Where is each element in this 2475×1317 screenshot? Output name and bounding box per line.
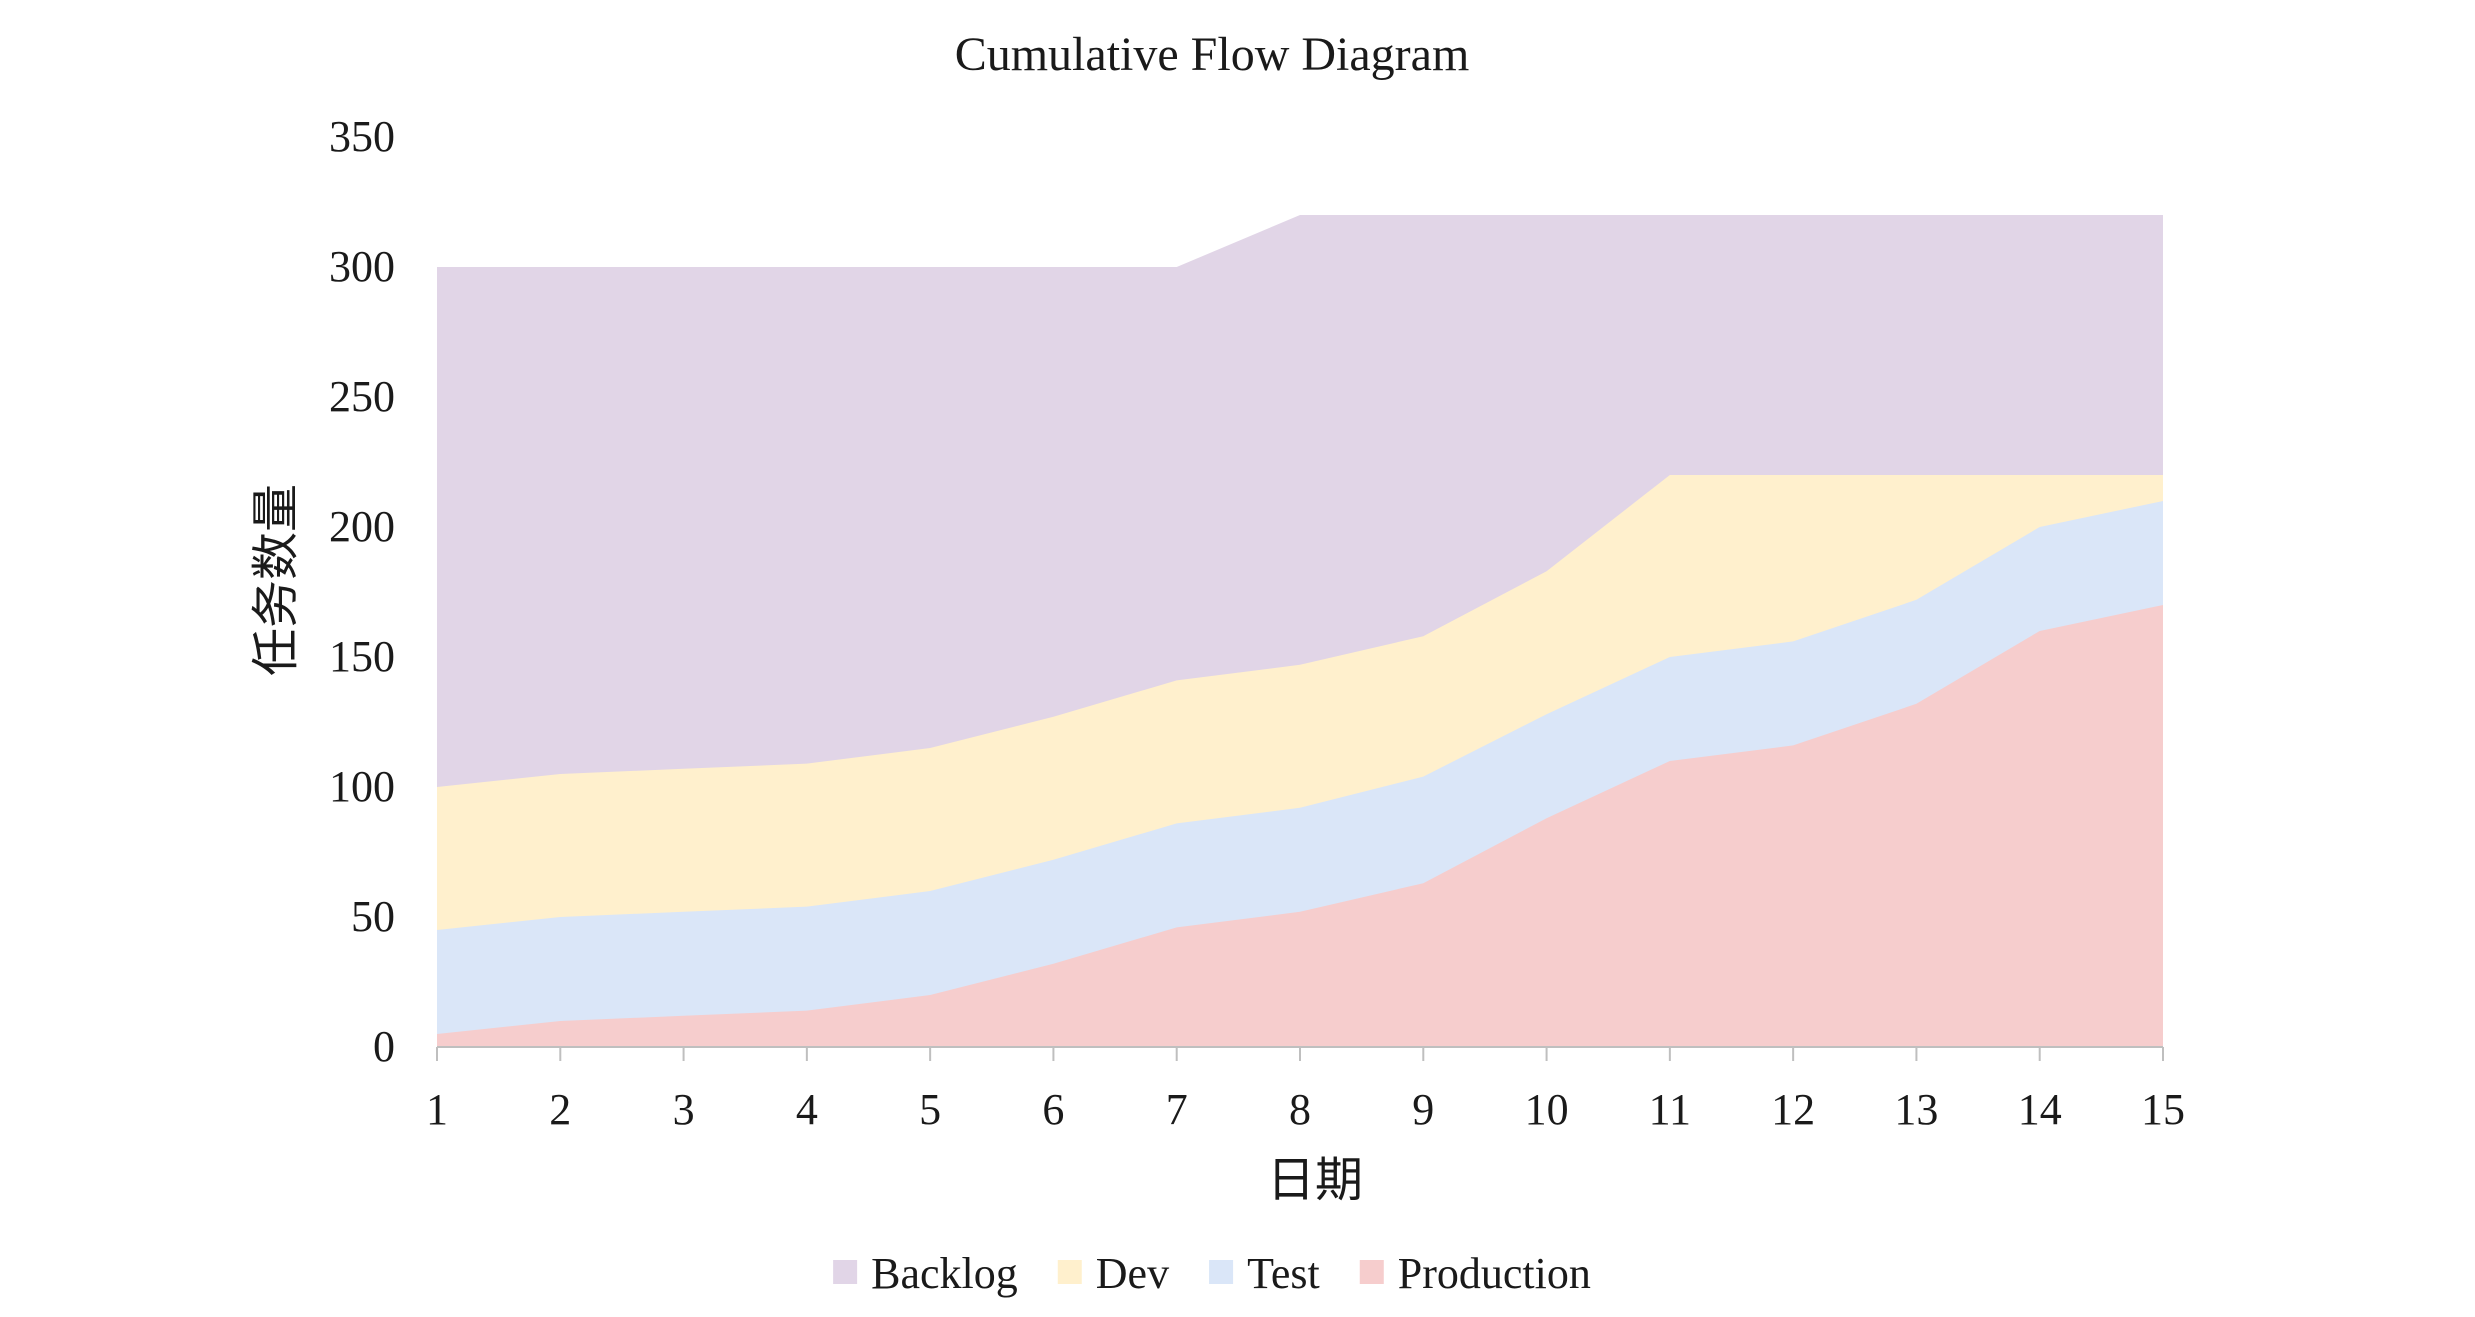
chart-title: Cumulative Flow Diagram [955,28,1470,81]
x-tick-label: 3 [673,1085,695,1134]
legend-swatch-backlog [833,1260,858,1284]
x-tick-label: 9 [1412,1085,1434,1134]
x-axis-ticks: 1 2 3 4 5 6 7 8 9 10 11 12 13 14 15 [426,1047,2185,1134]
legend-label-dev: Dev [1096,1249,1169,1298]
x-tick-label: 15 [2141,1085,2185,1134]
y-axis-ticks: 0 50 100 150 200 250 300 350 [329,112,395,1071]
x-tick-label: 6 [1042,1085,1064,1134]
y-tick-label: 0 [373,1022,395,1071]
area-production [437,605,2163,1047]
y-tick-label: 250 [329,372,395,421]
x-tick-label: 7 [1166,1085,1188,1134]
legend-label-backlog: Backlog [871,1249,1018,1298]
y-axis-label: 任务数量 [250,484,303,676]
legend-swatch-production [1359,1260,1384,1284]
x-tick-label: 4 [796,1085,818,1134]
x-axis-label: 日期 [1267,1154,1363,1207]
y-tick-label: 300 [329,242,395,291]
x-tick-label: 14 [2018,1085,2062,1134]
legend-label-test: Test [1247,1249,1320,1298]
plot-areas [437,215,2163,1047]
y-tick-label: 100 [329,762,395,811]
legend-label-production: Production [1398,1249,1591,1298]
legend-swatch-test [1209,1260,1234,1284]
x-tick-label: 11 [1649,1085,1691,1134]
y-tick-label: 150 [329,632,395,681]
x-tick-label: 13 [1894,1085,1938,1134]
x-tick-label: 10 [1525,1085,1569,1134]
x-tick-label: 8 [1289,1085,1311,1134]
y-tick-label: 50 [351,892,395,941]
x-tick-label: 2 [549,1085,571,1134]
y-tick-label: 350 [329,112,395,161]
x-tick-label: 1 [426,1085,448,1134]
x-tick-label: 5 [919,1085,941,1134]
legend-swatch-dev [1057,1260,1082,1284]
legend: Backlog Dev Test Production [833,1249,1591,1298]
x-tick-label: 12 [1771,1085,1815,1134]
y-tick-label: 200 [329,502,395,551]
